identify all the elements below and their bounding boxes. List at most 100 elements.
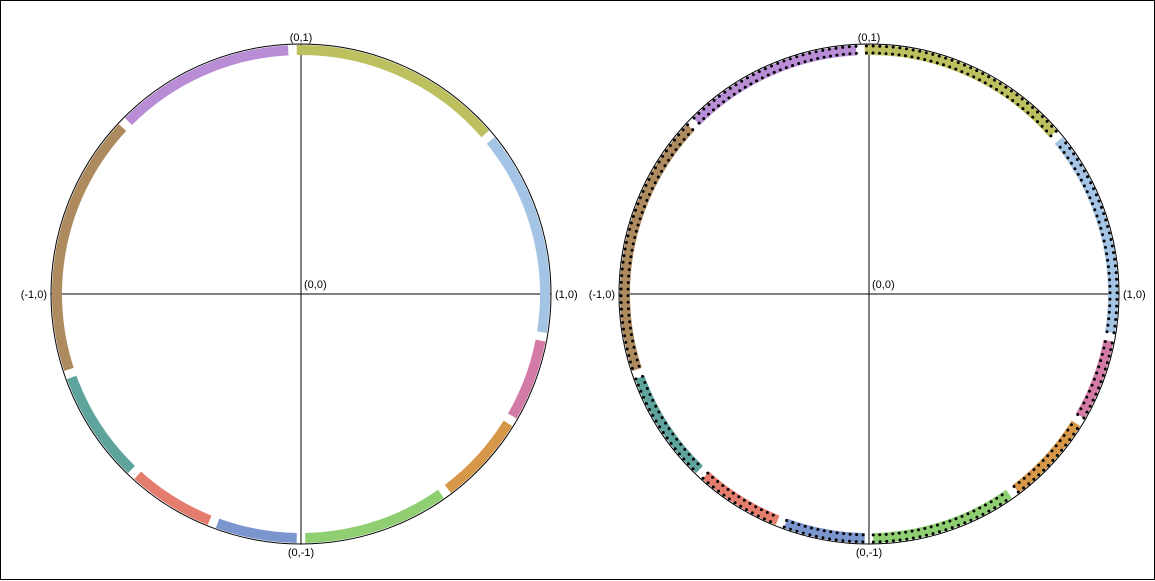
sample-point bbox=[1115, 297, 1119, 301]
sample-point bbox=[954, 67, 958, 71]
sample-point bbox=[651, 413, 655, 417]
sample-point bbox=[1026, 111, 1030, 115]
sample-point bbox=[631, 339, 635, 343]
sample-point bbox=[1106, 258, 1110, 262]
sample-point bbox=[998, 82, 1002, 86]
sample-point bbox=[942, 521, 946, 525]
sample-point bbox=[1090, 383, 1094, 387]
sample-point bbox=[712, 98, 716, 102]
sample-point bbox=[941, 63, 945, 67]
sample-point bbox=[910, 529, 914, 533]
sample-point bbox=[1064, 443, 1068, 447]
sample-point bbox=[1110, 341, 1114, 345]
sample-point bbox=[969, 66, 973, 70]
sample-point bbox=[1031, 106, 1035, 110]
arc-segments bbox=[620, 45, 1119, 543]
sample-point bbox=[740, 79, 744, 83]
sample-point bbox=[903, 54, 907, 58]
sample-point bbox=[1072, 152, 1076, 156]
sample-point bbox=[1085, 190, 1089, 194]
sample-point bbox=[1102, 346, 1106, 350]
sample-point bbox=[629, 255, 633, 259]
sample-point bbox=[678, 142, 682, 146]
sample-point bbox=[624, 340, 628, 344]
diagram-left: (0,1) (0,-1) (-1,0) (1,0) (0,0) bbox=[21, 32, 578, 559]
sample-point bbox=[1090, 202, 1094, 206]
sample-point bbox=[634, 229, 638, 233]
sample-point bbox=[1032, 477, 1036, 481]
sample-point bbox=[626, 287, 630, 291]
sample-point bbox=[772, 70, 776, 74]
sample-point bbox=[1027, 472, 1031, 476]
sample-point bbox=[854, 51, 858, 55]
sample-point bbox=[841, 52, 845, 56]
sample-point bbox=[721, 484, 725, 488]
sample-point bbox=[621, 321, 625, 324]
sample-point bbox=[1101, 373, 1105, 377]
sample-point bbox=[1066, 156, 1070, 160]
sample-point bbox=[1115, 284, 1119, 288]
sample-point bbox=[797, 61, 801, 65]
sample-point bbox=[648, 393, 652, 397]
sample-point bbox=[1069, 423, 1073, 427]
sample-point bbox=[628, 326, 632, 330]
sample-point bbox=[963, 521, 967, 525]
sample-point bbox=[619, 300, 623, 304]
sample-point bbox=[1114, 311, 1118, 315]
sample-point bbox=[916, 56, 920, 60]
sample-point bbox=[1097, 365, 1101, 369]
sample-point bbox=[983, 81, 987, 85]
sample-point bbox=[822, 529, 826, 533]
sample-point bbox=[931, 52, 935, 56]
sample-point bbox=[966, 72, 970, 76]
sample-point bbox=[1113, 264, 1117, 268]
sample-point bbox=[1041, 459, 1045, 462]
sample-point bbox=[668, 143, 672, 147]
sample-point bbox=[1108, 278, 1112, 282]
sample-point bbox=[1107, 271, 1111, 275]
sample-point bbox=[978, 78, 982, 82]
sample-point bbox=[660, 169, 664, 173]
sample-point bbox=[681, 128, 685, 132]
sample-point bbox=[935, 61, 939, 65]
sample-point bbox=[878, 540, 882, 544]
sample-point bbox=[754, 505, 758, 509]
sample-point bbox=[1079, 163, 1083, 167]
sample-point bbox=[897, 531, 901, 535]
sample-point bbox=[641, 374, 645, 378]
sample-point bbox=[864, 51, 868, 55]
sample-point bbox=[1107, 231, 1111, 235]
sample-point bbox=[639, 389, 643, 393]
sample-point bbox=[664, 149, 668, 153]
sample-point bbox=[711, 108, 715, 112]
sample-point bbox=[1031, 115, 1035, 119]
sample-point bbox=[625, 347, 629, 351]
sample-point bbox=[1054, 129, 1058, 133]
sample-point bbox=[1012, 484, 1016, 488]
sample-point bbox=[622, 254, 626, 258]
sample-point bbox=[1058, 145, 1062, 149]
sample-point bbox=[1091, 398, 1095, 402]
sample-point bbox=[784, 66, 788, 70]
sample-point bbox=[631, 215, 635, 219]
sample-point bbox=[782, 59, 786, 63]
sample-point bbox=[918, 49, 922, 53]
sample-point bbox=[1060, 448, 1064, 452]
label-right: (1,0) bbox=[555, 289, 578, 301]
sample-point bbox=[682, 457, 686, 461]
sample-point bbox=[661, 431, 665, 434]
sample-point bbox=[871, 533, 875, 537]
sample-point bbox=[745, 76, 749, 80]
sample-point bbox=[1097, 386, 1101, 390]
sample-point bbox=[656, 175, 660, 179]
sample-point bbox=[766, 73, 770, 77]
sample-point bbox=[1115, 304, 1119, 308]
arc-segment-4 bbox=[52, 124, 127, 371]
sample-point bbox=[847, 45, 851, 49]
sample-point bbox=[726, 487, 730, 491]
sample-point bbox=[619, 287, 623, 291]
sample-point bbox=[1082, 416, 1086, 420]
sample-point bbox=[739, 504, 743, 508]
sample-point bbox=[1112, 251, 1116, 255]
sample-point bbox=[1088, 196, 1092, 200]
